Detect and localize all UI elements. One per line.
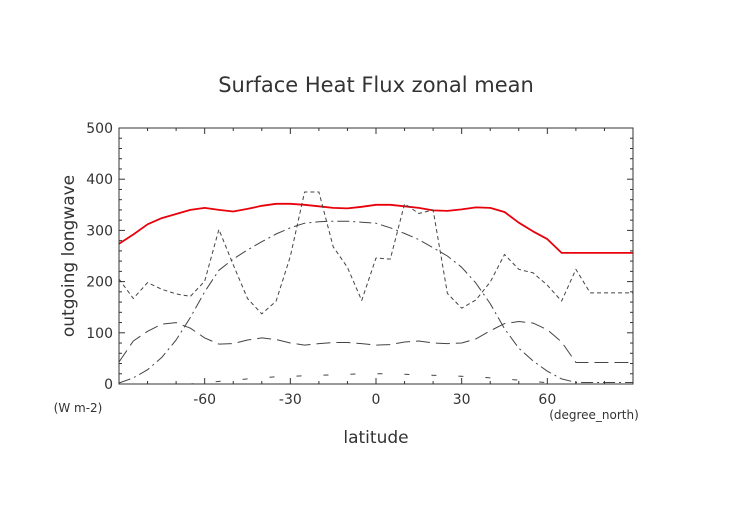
y-tick-label: 500: [86, 121, 113, 137]
x-tick-label: 60: [538, 392, 556, 408]
y-tick-label: 400: [86, 172, 113, 188]
y-tick-label: 100: [86, 326, 113, 342]
chart-title: Surface Heat Flux zonal mean: [218, 73, 534, 97]
x-tick-label: -60: [193, 392, 216, 408]
x-tick-label: 0: [372, 392, 381, 408]
series-line-2: [118, 191, 633, 315]
x-tick-label: 30: [453, 392, 471, 408]
series-layer: [118, 191, 633, 385]
y-tick-label: 0: [104, 377, 113, 393]
series-line-3: [118, 220, 633, 384]
series-line-4: [118, 321, 633, 363]
x-tick-label: -30: [279, 392, 302, 408]
y-tick-label: 300: [86, 223, 113, 239]
y-axis-label: outgoing longwave: [59, 175, 79, 337]
plot-frame: [118, 127, 634, 385]
y-axis-unit: (W m-2): [54, 401, 103, 415]
x-axis-label: latitude: [343, 428, 408, 448]
tick-layer: 0 100 200 300 400 500 -60 -30 0 30 60: [86, 121, 633, 408]
series-line-1: [118, 202, 633, 254]
x-axis-unit: (degree_north): [549, 408, 639, 422]
y-tick-label: 200: [86, 275, 113, 291]
